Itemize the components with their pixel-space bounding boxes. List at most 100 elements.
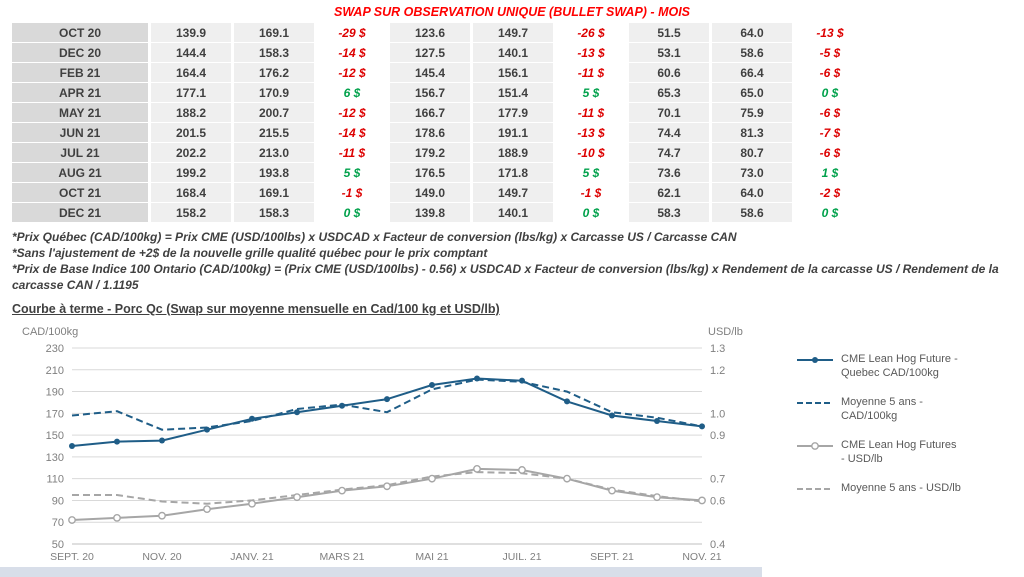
- month-cell: MAY 21: [12, 102, 151, 123]
- table-row: MAY 21 188.2 200.7 -12 $166.7 177.9 -11 $70.1…: [12, 102, 868, 123]
- x-axis-tick-label: JANV. 21: [230, 551, 274, 563]
- table-row: OCT 20 139.9 169.1 -29 $123.6 149.7 -26 $51.5…: [12, 23, 868, 43]
- diff-cell: -5 $: [793, 42, 868, 63]
- value-cell: 178.6: [388, 122, 473, 143]
- footnote-ontario-base-price: *Prix de Base Indice 100 Ontario (CAD/10…: [12, 262, 999, 292]
- value-cell: 188.9: [471, 142, 556, 163]
- diff-cell: -7 $: [793, 122, 868, 143]
- x-axis-tick-label: MAI 21: [415, 551, 448, 563]
- x-axis-tick-label: NOV. 21: [682, 551, 721, 563]
- series-line: [71, 467, 703, 521]
- right-axis-tick-label: 1.0: [710, 408, 725, 420]
- diff-cell: 0 $: [315, 202, 390, 223]
- left-axis-tick-label: 150: [46, 430, 64, 442]
- value-cell: 65.0: [710, 82, 795, 103]
- x-axis-tick-label: JUIL. 21: [502, 551, 541, 563]
- value-cell: 62.1: [627, 182, 712, 203]
- diff-cell: -26 $: [554, 23, 629, 43]
- value-cell: 81.3: [710, 122, 795, 143]
- value-cell: 64.0: [710, 182, 795, 203]
- month-cell: AUG 21: [12, 162, 151, 183]
- legend-item-label: CME Lean Hog Futures - USD/lb: [841, 439, 957, 465]
- data-point-marker: [294, 409, 300, 416]
- diff-cell: -10 $: [554, 142, 629, 163]
- right-axis-tick-label: 0.7: [710, 474, 725, 486]
- left-axis-tick-label: 110: [46, 474, 64, 486]
- diff-cell: 5 $: [554, 82, 629, 103]
- value-cell: 139.8: [388, 202, 473, 223]
- data-point-marker: [248, 499, 256, 508]
- value-cell: 65.3: [627, 82, 712, 103]
- value-cell: 169.1: [232, 182, 317, 203]
- value-cell: 193.8: [232, 162, 317, 183]
- left-axis-tick-label: 130: [46, 452, 64, 464]
- table-row: JUN 21 201.5 215.5 -14 $178.6 191.1 -13 $74.4…: [12, 122, 868, 143]
- value-cell: 166.7: [388, 102, 473, 123]
- month-cell: OCT 21: [12, 182, 151, 203]
- data-point-marker: [249, 415, 255, 422]
- value-cell: 139.9: [149, 23, 234, 43]
- value-cell: 58.6: [710, 202, 795, 223]
- value-cell: 64.0: [710, 23, 795, 43]
- x-axis-tick-label: SEPT. 21: [590, 551, 634, 563]
- data-point-marker: [204, 426, 210, 433]
- data-point-marker: [69, 443, 75, 449]
- left-axis-tick-label: 70: [52, 517, 64, 529]
- value-cell: 145.4: [388, 62, 473, 83]
- right-axis-tick-label: 1.2: [710, 365, 725, 377]
- value-cell: 176.2: [232, 62, 317, 83]
- month-cell: APR 21: [12, 82, 151, 103]
- right-axis-tick-label: 0.6: [710, 495, 725, 507]
- value-cell: 123.6: [388, 23, 473, 43]
- data-point-marker: [293, 493, 301, 502]
- value-cell: 202.2: [149, 142, 234, 163]
- diff-cell: -6 $: [793, 142, 868, 163]
- data-point-marker: [608, 486, 616, 495]
- value-cell: 73.0: [710, 162, 795, 183]
- diff-cell: -2 $: [793, 182, 868, 203]
- value-cell: 74.7: [627, 142, 712, 163]
- value-cell: 177.1: [149, 82, 234, 103]
- value-cell: 213.0: [232, 142, 317, 163]
- value-cell: 158.2: [149, 202, 234, 223]
- value-cell: 127.5: [388, 42, 473, 63]
- value-cell: 170.9: [232, 82, 317, 103]
- value-cell: 66.4: [710, 62, 795, 83]
- value-cell: 201.5: [149, 122, 234, 143]
- value-cell: 74.4: [627, 122, 712, 143]
- x-axis-tick-label: NOV. 20: [142, 551, 181, 563]
- value-cell: 149.7: [471, 23, 556, 43]
- right-axis-tick-label: 0.9: [710, 430, 725, 442]
- data-point-marker: [159, 437, 165, 444]
- value-cell: 140.1: [471, 202, 556, 223]
- diff-cell: 0 $: [793, 202, 868, 223]
- value-cell: 176.5: [388, 162, 473, 183]
- table-row: JUL 21 202.2 213.0 -11 $179.2 188.9 -10 $74.7…: [12, 142, 868, 163]
- legend-line-sample: [797, 488, 833, 490]
- chart-heading: Courbe à terme - Porc Qc (Swap sur moyen…: [12, 302, 500, 316]
- chart-area: 230 210 190 170 150 130 110 90 70 50 1.3 1.2 1.0 0.9 0…: [14, 322, 1024, 566]
- value-cell: 158.3: [232, 42, 317, 63]
- swap-table: OCT 20 139.9 169.1 -29 $123.6 149.7 -26 $51.5…: [12, 23, 868, 223]
- data-point-marker: [563, 474, 571, 483]
- data-point-marker: [653, 493, 661, 502]
- right-axis-title: USD/lb: [708, 326, 743, 338]
- value-cell: 149.7: [471, 182, 556, 203]
- data-point-marker: [383, 482, 391, 491]
- value-cell: 169.1: [232, 23, 317, 43]
- right-axis-tick-label: 1.3: [710, 343, 725, 355]
- value-cell: 179.2: [388, 142, 473, 163]
- month-cell: FEB 21: [12, 62, 151, 83]
- value-cell: 58.3: [627, 202, 712, 223]
- page-title: SWAP SUR OBSERVATION UNIQUE (BULLET SWAP…: [333, 5, 691, 19]
- legend-item: CME Lean Hog Future - Quebec CAD/100kg: [796, 352, 961, 380]
- diff-cell: -14 $: [315, 42, 390, 63]
- value-cell: 168.4: [149, 182, 234, 203]
- diff-cell: -13 $: [554, 42, 629, 63]
- data-point-marker: [473, 464, 481, 473]
- value-cell: 58.6: [710, 42, 795, 63]
- value-cell: 80.7: [710, 142, 795, 163]
- diff-cell: -11 $: [315, 142, 390, 163]
- diff-cell: -6 $: [793, 102, 868, 123]
